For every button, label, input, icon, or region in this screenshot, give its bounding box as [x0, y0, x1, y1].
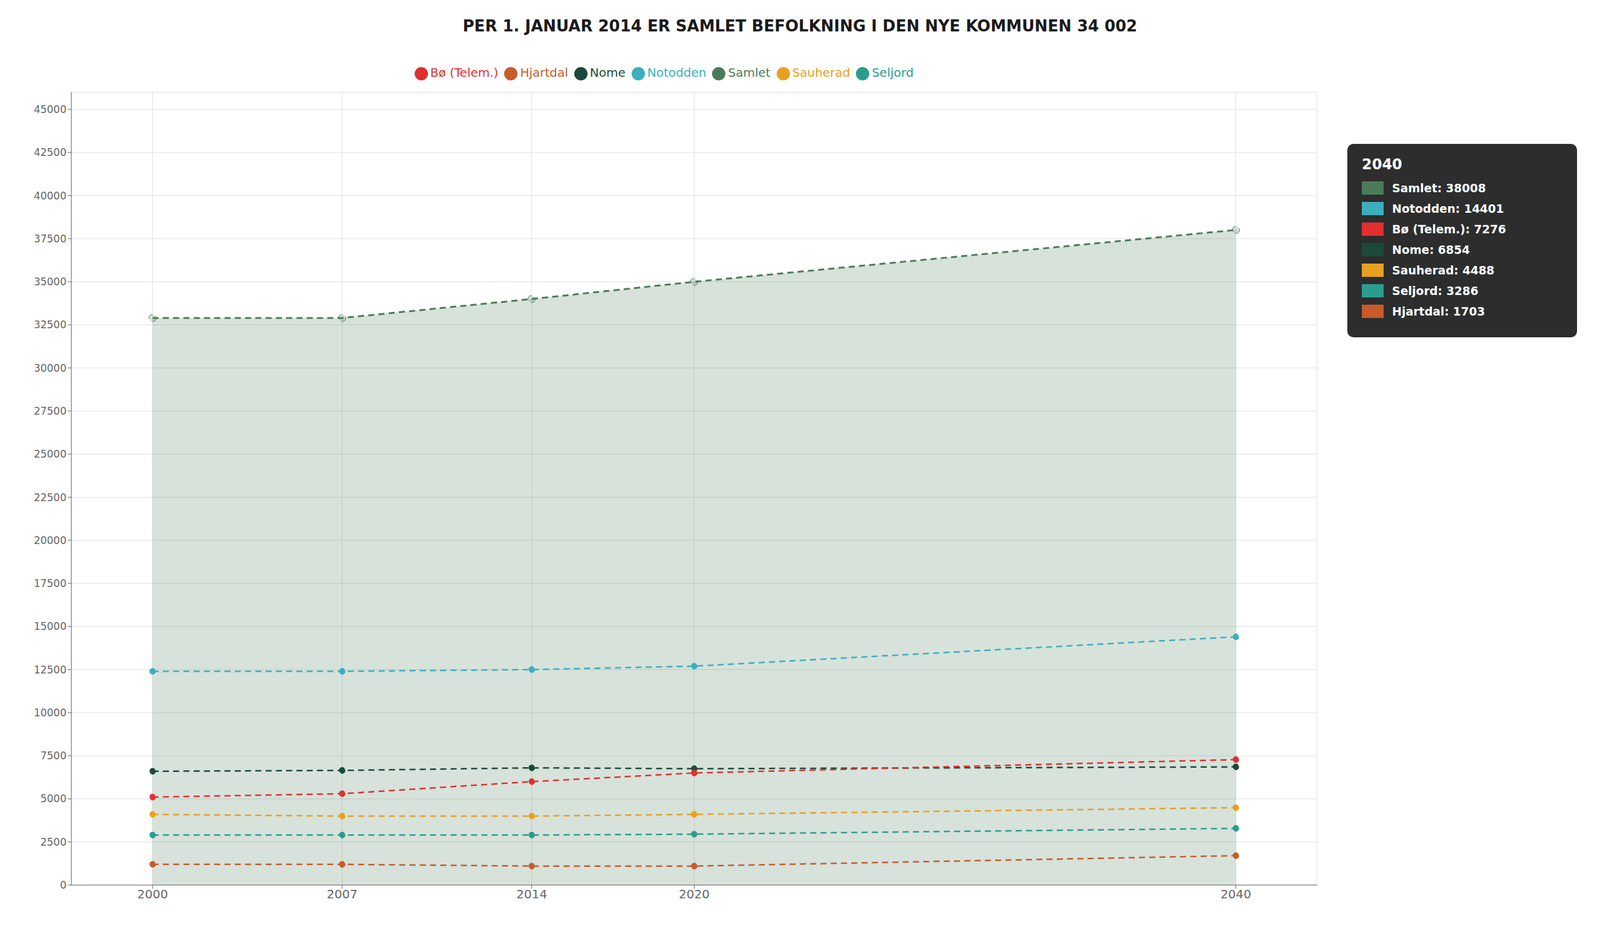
svg-text:2040: 2040: [1220, 886, 1252, 902]
html-text:Samlet: Samlet: [728, 65, 771, 80]
html-text:Sauherad: Sauherad: [792, 65, 851, 80]
svg-text:27500: 27500: [33, 404, 67, 418]
svg-text:37500: 37500: [33, 232, 67, 245]
svg-text:17500: 17500: [33, 577, 67, 590]
html-text:Bø (Telem.): 7276: Bø (Telem.): 7276: [1392, 222, 1506, 236]
svg-text:2007: 2007: [327, 886, 358, 902]
html-text:PER 1. JANUAR 2014 ER SAMLET B: PER 1. JANUAR 2014 ER SAMLET BEFOLKNING …: [462, 16, 1138, 36]
html-text:Bø (Telem.): Bø (Telem.): [430, 65, 499, 80]
html-text:Seljord: Seljord: [871, 65, 914, 80]
html-text:2040: 2040: [1361, 155, 1403, 173]
svg-text:2014: 2014: [516, 886, 548, 902]
html-text:Notodden: Notodden: [647, 65, 707, 80]
svg-text:7500: 7500: [40, 749, 67, 762]
html-text:Notodden: 14401: Notodden: 14401: [1392, 201, 1504, 216]
html-text:Seljord: 3286: Seljord: 3286: [1392, 284, 1479, 298]
svg-text:2000: 2000: [137, 886, 169, 902]
svg-text:42500: 42500: [33, 146, 67, 159]
svg-text:40000: 40000: [33, 189, 67, 202]
svg-text:2020: 2020: [678, 886, 710, 902]
svg-text:5000: 5000: [40, 792, 67, 805]
html-text:Sauherad: 4488: Sauherad: 4488: [1392, 263, 1495, 277]
svg-text:25000: 25000: [33, 447, 67, 460]
svg-text:32500: 32500: [33, 318, 67, 331]
svg-text:15000: 15000: [33, 620, 67, 633]
svg-text:35000: 35000: [33, 275, 67, 288]
svg-text:12500: 12500: [33, 663, 67, 676]
svg-text:0: 0: [59, 878, 67, 891]
svg-text:20000: 20000: [33, 534, 67, 547]
svg-text:10000: 10000: [33, 706, 67, 719]
svg-text:22500: 22500: [33, 491, 67, 504]
svg-text:45000: 45000: [33, 103, 67, 116]
html-text:Hjartdal: 1703: Hjartdal: 1703: [1392, 304, 1485, 318]
html-text:Samlet: 38008: Samlet: 38008: [1392, 181, 1486, 195]
html-text:Hjartdal: Hjartdal: [520, 65, 569, 80]
svg-text:2500: 2500: [40, 835, 67, 849]
html-text:Nome: Nome: [589, 65, 626, 80]
svg-text:30000: 30000: [33, 362, 67, 375]
html-text:Nome: 6854: Nome: 6854: [1392, 242, 1470, 257]
